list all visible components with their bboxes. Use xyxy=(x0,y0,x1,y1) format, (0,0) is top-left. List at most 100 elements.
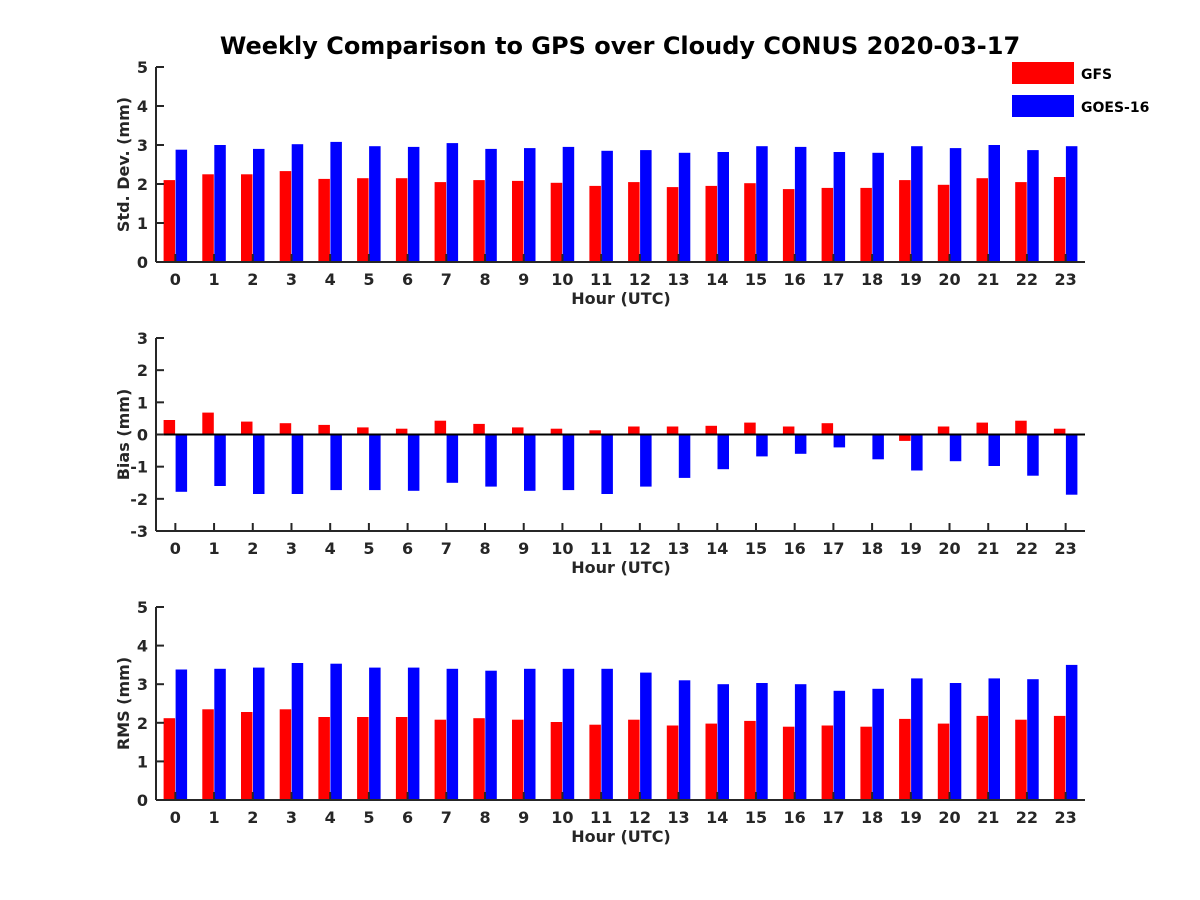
bar-gfs-10 xyxy=(550,428,563,435)
bar-goes16-19 xyxy=(911,434,923,471)
bar-gfs-23 xyxy=(1053,715,1066,800)
bar-gfs-22 xyxy=(1015,719,1027,800)
bar-gfs-9 xyxy=(512,427,524,435)
y-tick-label: -1 xyxy=(130,458,148,477)
bar-gfs-20 xyxy=(937,723,950,800)
bar-gfs-14 xyxy=(705,425,717,435)
bar-gfs-19 xyxy=(899,180,911,262)
y-tick-label: 5 xyxy=(137,58,148,77)
bar-gfs-5 xyxy=(357,717,369,800)
x-tick-label: 14 xyxy=(706,539,728,558)
x-tick-label: 1 xyxy=(208,808,219,827)
x-tick-label: 12 xyxy=(629,808,651,827)
y-tick-label: 2 xyxy=(137,361,148,380)
legend-label-gfs: GFS xyxy=(1081,67,1112,83)
y-axis-label: Std. Dev. (mm) xyxy=(114,97,133,232)
bar-goes16-18 xyxy=(872,688,884,800)
x-axis-label: Hour (UTC) xyxy=(571,827,671,846)
bar-goes16-8 xyxy=(485,434,497,487)
x-tick-label: 6 xyxy=(402,539,413,558)
x-tick-label: 14 xyxy=(706,270,728,289)
bar-goes16-3 xyxy=(291,144,304,262)
x-tick-label: 20 xyxy=(938,808,960,827)
x-tick-label: 16 xyxy=(784,808,806,827)
y-tick-label: 0 xyxy=(137,253,148,272)
bar-gfs-2 xyxy=(241,174,253,263)
bar-gfs-12 xyxy=(628,182,640,262)
bar-gfs-18 xyxy=(860,187,872,262)
x-tick-label: 10 xyxy=(551,808,573,827)
bar-goes16-14 xyxy=(717,434,729,470)
bar-goes16-10 xyxy=(562,434,575,491)
bar-goes16-15 xyxy=(756,146,768,262)
bar-gfs-10 xyxy=(550,182,563,262)
bar-gfs-20 xyxy=(937,184,950,262)
bar-goes16-23 xyxy=(1065,664,1078,800)
bar-gfs-16 xyxy=(782,426,795,435)
bar-goes16-5 xyxy=(369,434,381,491)
x-tick-label: 23 xyxy=(1055,808,1077,827)
x-tick-label: 13 xyxy=(667,539,689,558)
x-tick-label: 7 xyxy=(441,539,452,558)
x-tick-label: 10 xyxy=(551,539,573,558)
bar-gfs-16 xyxy=(782,189,795,262)
bar-goes16-0 xyxy=(175,669,188,800)
x-tick-label: 13 xyxy=(667,808,689,827)
bar-goes16-4 xyxy=(330,141,342,262)
y-tick-label: 3 xyxy=(137,675,148,694)
x-tick-label: 9 xyxy=(518,539,529,558)
y-tick-label: 4 xyxy=(137,97,148,116)
y-tick-label: 2 xyxy=(137,714,148,733)
bar-goes16-22 xyxy=(1027,679,1039,800)
bar-goes16-13 xyxy=(678,680,691,800)
x-tick-label: 20 xyxy=(938,539,960,558)
bar-gfs-13 xyxy=(666,725,679,800)
bar-gfs-17 xyxy=(821,423,834,435)
x-tick-label: 21 xyxy=(977,539,999,558)
x-tick-label: 13 xyxy=(667,270,689,289)
bar-goes16-9 xyxy=(524,148,536,262)
bar-gfs-7 xyxy=(434,182,447,262)
bar-goes16-1 xyxy=(214,145,226,262)
bar-gfs-4 xyxy=(318,717,330,800)
bar-goes16-15 xyxy=(756,434,768,457)
y-tick-label: 3 xyxy=(137,329,148,348)
bar-gfs-19 xyxy=(899,434,911,441)
bar-goes16-13 xyxy=(678,434,691,478)
bar-goes16-5 xyxy=(369,667,381,800)
bar-gfs-23 xyxy=(1053,428,1066,435)
y-tick-label: 1 xyxy=(137,752,148,771)
bar-goes16-2 xyxy=(253,434,265,494)
bar-gfs-11 xyxy=(589,430,601,435)
bar-goes16-17 xyxy=(833,690,846,800)
bar-gfs-11 xyxy=(589,185,601,262)
y-tick-label: -2 xyxy=(130,490,148,509)
bar-gfs-3 xyxy=(279,423,292,435)
bar-gfs-1 xyxy=(202,174,214,263)
bar-goes16-12 xyxy=(640,150,652,262)
bar-goes16-2 xyxy=(253,667,265,800)
bar-goes16-22 xyxy=(1027,150,1039,262)
bar-gfs-12 xyxy=(628,426,640,435)
bar-goes16-10 xyxy=(562,146,575,262)
bar-gfs-7 xyxy=(434,420,447,435)
y-tick-label: 0 xyxy=(137,426,148,445)
x-tick-label: 15 xyxy=(745,808,767,827)
bar-goes16-0 xyxy=(175,434,188,492)
legend-swatch-gfs xyxy=(1012,62,1074,84)
x-tick-label: 19 xyxy=(900,808,922,827)
bar-gfs-6 xyxy=(395,717,408,800)
bar-goes16-11 xyxy=(601,668,613,800)
bar-goes16-16 xyxy=(794,434,807,454)
bar-gfs-8 xyxy=(473,718,485,800)
x-tick-label: 15 xyxy=(745,270,767,289)
bar-goes16-17 xyxy=(833,434,846,448)
bar-gfs-15 xyxy=(744,720,756,800)
x-tick-label: 1 xyxy=(208,539,219,558)
bar-goes16-8 xyxy=(485,148,497,262)
x-tick-label: 2 xyxy=(247,808,258,827)
y-tick-label: 2 xyxy=(137,175,148,194)
x-tick-label: 17 xyxy=(822,539,844,558)
y-tick-label: 1 xyxy=(137,214,148,233)
